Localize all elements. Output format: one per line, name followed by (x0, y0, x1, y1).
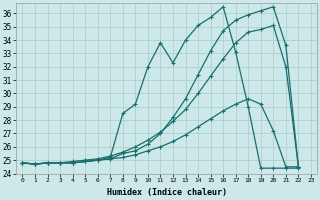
X-axis label: Humidex (Indice chaleur): Humidex (Indice chaleur) (107, 188, 227, 197)
